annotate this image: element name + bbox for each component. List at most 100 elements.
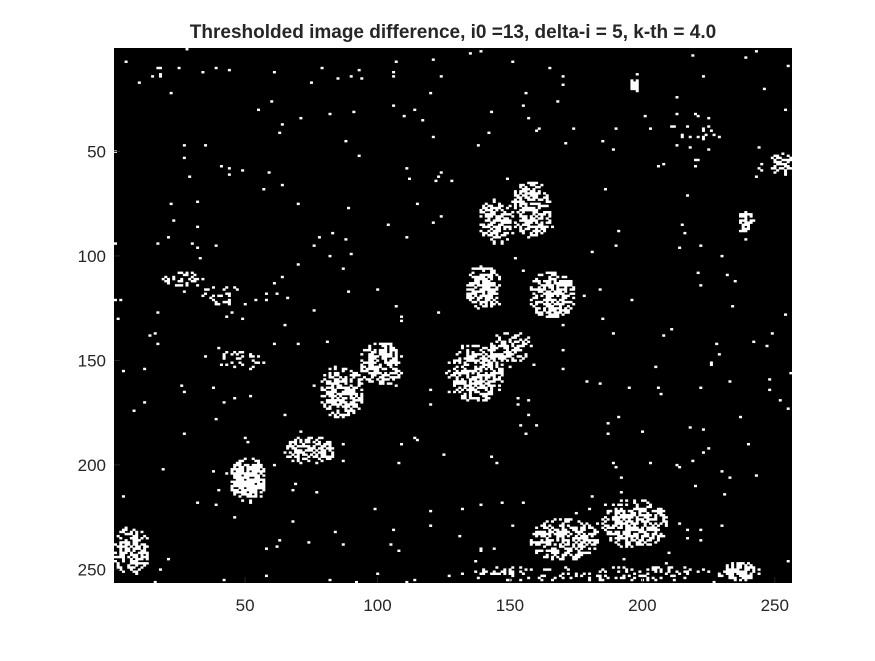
foreground-pixel [397,376,401,379]
foreground-pixel [739,415,743,419]
foreground-pixel [500,223,504,226]
foreground-pixel [484,570,488,573]
foreground-pixel [288,455,292,458]
x-tick-label: 150 [496,596,524,615]
foreground-pixel [524,204,528,208]
foreground-pixel [678,246,682,249]
foreground-pixel [490,380,494,383]
foreground-pixel [529,539,533,542]
foreground-pixel [582,532,586,536]
foreground-pixel [471,386,475,389]
foreground-pixel [537,198,541,201]
foreground-pixel [527,340,531,344]
foreground-pixel [227,68,231,72]
foreground-pixel [262,361,266,364]
foreground-pixel [495,355,499,358]
foreground-pixel [196,277,200,281]
foreground-pixel [746,442,750,446]
foreground-pixel [143,367,147,371]
foreground-pixel [500,570,504,573]
foreground-pixel [619,576,623,580]
foreground-pixel [241,484,245,488]
foreground-pixel [243,482,247,486]
foreground-pixel [328,380,332,383]
foreground-pixel [744,576,748,580]
foreground-pixel [299,440,303,444]
foreground-pixel [490,384,494,387]
foreground-pixel [296,445,300,448]
foreground-pixel [537,185,541,189]
foreground-pixel [400,315,404,318]
foreground-pixel [124,526,128,530]
foreground-pixel [656,539,660,542]
foreground-pixel [484,346,488,350]
foreground-pixel [484,367,488,371]
foreground-pixel [482,225,486,229]
foreground-pixel [482,394,486,398]
foreground-pixel [569,279,573,283]
foreground-pixel [325,401,329,404]
foreground-pixel [625,528,629,532]
foreground-pixel [617,532,621,536]
foreground-pixel [487,290,491,293]
foreground-pixel [257,486,261,490]
foreground-pixel [519,190,523,193]
foreground-pixel [535,202,539,206]
foreground-pixel [487,365,491,369]
foreground-pixel [246,470,250,473]
foreground-pixel [484,294,488,298]
foreground-pixel [617,509,621,513]
foreground-pixel [169,202,173,206]
foreground-pixel [121,557,125,561]
foreground-pixel [484,371,488,375]
foreground-pixel [132,528,136,532]
foreground-pixel [574,534,578,538]
foreground-pixel [625,530,629,534]
foreground-pixel [331,451,335,454]
foreground-pixel [129,562,133,565]
foreground-pixel [386,353,390,356]
foreground-pixel [746,227,750,231]
foreground-pixel [564,520,568,523]
foreground-pixel [484,267,488,270]
foreground-pixel [543,307,547,310]
foreground-pixel [455,369,459,373]
foreground-pixel [394,357,398,360]
foreground-pixel [482,572,486,575]
foreground-pixel [127,541,131,544]
foreground-pixel [731,566,735,569]
foreground-pixel [471,369,475,373]
foreground-pixel [529,194,533,197]
foreground-pixel [548,290,552,293]
foreground-pixel [238,491,242,494]
foreground-pixel [545,526,549,530]
foreground-pixel [569,526,573,530]
foreground-pixel [468,384,472,387]
foreground-pixel [672,574,676,578]
foreground-pixel [558,557,562,561]
foreground-pixel [241,355,245,358]
foreground-pixel [347,390,351,394]
foreground-pixel [204,288,208,291]
foreground-pixel [474,361,478,364]
foreground-pixel [500,353,504,356]
foreground-pixel [262,486,266,490]
foreground-pixel [331,386,335,389]
foreground-pixel [646,534,650,538]
foreground-pixel [532,196,536,199]
foreground-pixel [373,348,377,352]
foreground-pixel [776,162,780,166]
foreground-pixel [603,520,607,523]
foreground-pixel [762,87,766,91]
foreground-pixel [667,551,671,555]
foreground-pixel [487,217,491,220]
foreground-pixel [511,231,515,235]
foreground-pixel [707,125,711,128]
foreground-pixel [299,461,303,465]
foreground-pixel [135,572,139,575]
foreground-pixel [241,363,245,367]
foreground-pixel [574,547,578,550]
foreground-pixel [487,363,491,367]
foreground-pixel [535,551,539,555]
foreground-pixel [749,219,753,222]
